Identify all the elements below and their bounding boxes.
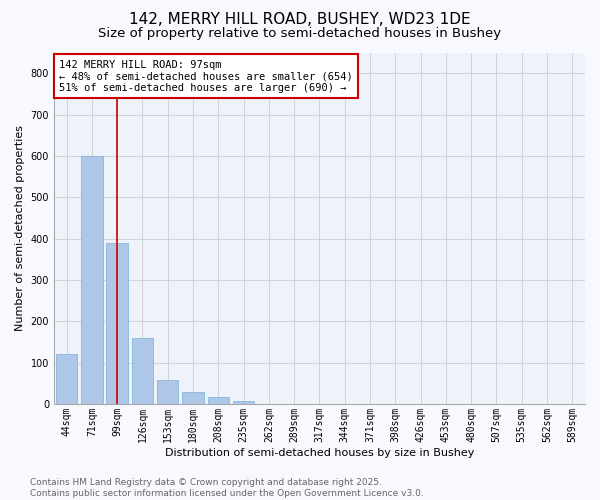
Bar — [131, 338, 153, 404]
Text: Contains HM Land Registry data © Crown copyright and database right 2025.
Contai: Contains HM Land Registry data © Crown c… — [30, 478, 424, 498]
Bar — [208, 398, 229, 404]
Bar — [56, 354, 77, 404]
Bar — [157, 380, 178, 404]
Bar — [106, 242, 128, 404]
Bar — [233, 400, 254, 404]
Text: Size of property relative to semi-detached houses in Bushey: Size of property relative to semi-detach… — [98, 28, 502, 40]
Bar — [81, 156, 103, 404]
Text: 142 MERRY HILL ROAD: 97sqm
← 48% of semi-detached houses are smaller (654)
51% o: 142 MERRY HILL ROAD: 97sqm ← 48% of semi… — [59, 60, 353, 92]
Y-axis label: Number of semi-detached properties: Number of semi-detached properties — [15, 125, 25, 331]
Bar — [182, 392, 204, 404]
Text: 142, MERRY HILL ROAD, BUSHEY, WD23 1DE: 142, MERRY HILL ROAD, BUSHEY, WD23 1DE — [129, 12, 471, 28]
X-axis label: Distribution of semi-detached houses by size in Bushey: Distribution of semi-detached houses by … — [165, 448, 474, 458]
